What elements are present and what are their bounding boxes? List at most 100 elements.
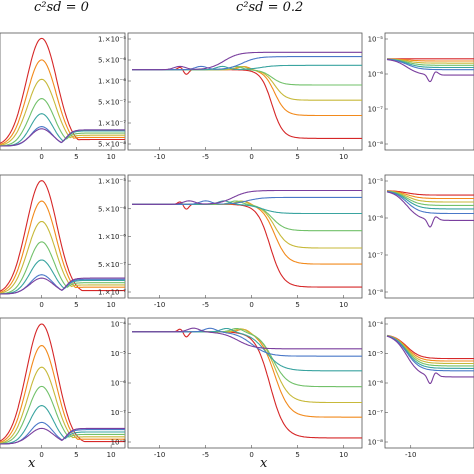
center-row3-xtick-label: 10: [339, 451, 348, 459]
left-row3-series-group: [0, 323, 125, 445]
center-row3-series-line: [132, 327, 362, 350]
left-row2-xtick-label: 5: [74, 301, 78, 309]
right-row1-series-line: [386, 59, 474, 83]
center-row2-xtick-label: -5: [202, 301, 209, 309]
center-row2-series-line: [132, 201, 362, 288]
right-row1-series-line: [386, 58, 474, 71]
right-row1-series-line: [387, 58, 474, 66]
center-row3-series-line: [132, 328, 362, 418]
center-row3-xtick-label: -5: [202, 451, 209, 459]
center-row1-series-line: [132, 66, 362, 139]
right-row3-ytick-label: 10⁻⁷: [368, 409, 384, 417]
left-x-axis-label: x: [28, 456, 36, 471]
right-row1-series-group: [386, 58, 474, 83]
left-row2-series-line: [0, 200, 125, 293]
left-row3-frame: [0, 317, 126, 449]
center-row3-ytick-label: 10⁻⁶: [111, 380, 127, 388]
center-row1-xtick-label: 10: [339, 153, 348, 161]
right-row1-series-line: [387, 58, 474, 64]
right-row3-xtick-label: -10: [405, 451, 416, 459]
right-row2-series-line: [386, 191, 474, 228]
right-row2-series-line: [386, 191, 474, 215]
right-row2-series-line: [386, 190, 474, 210]
center-row3-series-line: [132, 327, 362, 388]
center-row2-ytick-label: 1.×10⁻⁷: [98, 289, 126, 297]
center-row1-xtick-label: 5: [295, 153, 299, 161]
right-row1-ytick-label: 10⁻⁷: [368, 106, 384, 114]
right-row2-series-line: [387, 190, 474, 196]
left-row2-series-line: [0, 220, 125, 294]
center-row3-ytick-label: 10⁻⁴: [111, 321, 127, 329]
center-row2-ytick-label: 5.×10⁻⁶: [98, 205, 126, 213]
right-row1-ytick-label: 10⁻⁶: [368, 71, 384, 79]
center-row1-ytick-label: 5.×10⁻⁶: [98, 57, 126, 65]
right-row2-ytick-label: 10⁻⁸: [368, 289, 384, 297]
center-row2-xtick-label: 0: [249, 301, 253, 309]
center-row1-ytick-label: 1.×10⁻⁶: [98, 78, 126, 86]
right-row3-ytick-label: 10⁻⁵: [368, 350, 384, 358]
left-row2-series-line: [0, 241, 125, 295]
center-row3-series-line: [132, 328, 362, 404]
center-row1-series-group: [132, 51, 362, 139]
right-row3-series-line: [386, 335, 474, 365]
center-row3-series-line: [132, 328, 362, 439]
right-row3-series-line: [386, 334, 474, 362]
center-x-axis-label: x: [260, 456, 268, 471]
center-row3-ytick-label: 10⁻⁸: [111, 439, 127, 447]
right-row2-ytick-label: 10⁻⁵: [368, 178, 384, 186]
center-row2-xtick-label: 5: [295, 301, 299, 309]
center-row2-series-line: [132, 200, 362, 265]
right-row1-ytick-label: 10⁻⁵: [368, 36, 384, 44]
left-column-header: c²sd = 0: [34, 0, 89, 15]
left-row1-series-line: [0, 113, 125, 147]
left-row3-series-line: [0, 405, 125, 445]
right-row2-frame: [384, 174, 474, 299]
left-row1-xtick-label: 5: [74, 153, 78, 161]
right-row2-ytick-label: 10⁻⁷: [368, 252, 384, 260]
center-row3-xtick-label: 0: [249, 451, 253, 459]
center-row1-frame: [127, 32, 363, 151]
left-row1-series-line: [0, 37, 125, 144]
center-column-header: c²sd = 0.2: [236, 0, 304, 15]
left-row1-series-line: [0, 98, 125, 147]
left-row3-xtick-label: 5: [74, 451, 78, 459]
center-row1-ytick-label: 1.×10⁻⁵: [98, 36, 126, 44]
center-row1-series-line: [132, 65, 362, 101]
left-row3-series-line: [0, 427, 125, 445]
center-row2-xtick-label: 10: [339, 301, 348, 309]
right-row1-series-line: [387, 58, 474, 62]
left-row1-series-line: [0, 78, 125, 146]
center-row2-frame: [127, 174, 363, 299]
center-row1-ytick-label: 5.×10⁻⁷: [98, 99, 126, 107]
center-row3-ytick-label: 10⁻⁷: [111, 409, 127, 417]
left-row3-xtick-label: 0: [39, 451, 43, 459]
left-row2-series-line: [0, 180, 125, 292]
right-row2-ytick-label: 10⁻⁶: [368, 215, 384, 223]
right-row3-series-line: [386, 335, 474, 384]
right-row2-series-line: [387, 190, 474, 200]
left-row3-series-line: [0, 366, 125, 444]
right-row1-frame: [384, 32, 474, 151]
right-row1-series-line: [386, 58, 474, 69]
center-row2-xtick-label: -10: [154, 301, 165, 309]
center-row2-ytick-label: 1.×10⁻⁶: [98, 233, 126, 241]
left-row1-frame: [0, 32, 126, 151]
right-row1-ytick-label: 10⁻⁸: [368, 141, 384, 149]
center-row3-series-group: [132, 327, 362, 439]
right-row2-series-line: [386, 190, 474, 203]
center-row1-xtick-label: -10: [154, 153, 165, 161]
center-row2-series-line: [132, 189, 362, 205]
left-row1-series-group: [0, 37, 125, 147]
center-row1-series-line: [132, 51, 362, 71]
center-row3-ytick-label: 10⁻⁵: [111, 350, 127, 358]
left-row3-series-line: [0, 345, 125, 443]
center-row3-series-line: [132, 327, 362, 372]
left-row3-series-line: [0, 385, 125, 445]
center-row3-frame: [127, 317, 363, 449]
center-row2-series-line: [132, 200, 362, 249]
right-row3-ytick-label: 10⁻⁴: [368, 321, 384, 329]
center-row2-series-group: [132, 189, 362, 288]
right-row3-series-line: [386, 335, 474, 372]
right-row3-ytick-label: 10⁻⁸: [368, 439, 384, 447]
